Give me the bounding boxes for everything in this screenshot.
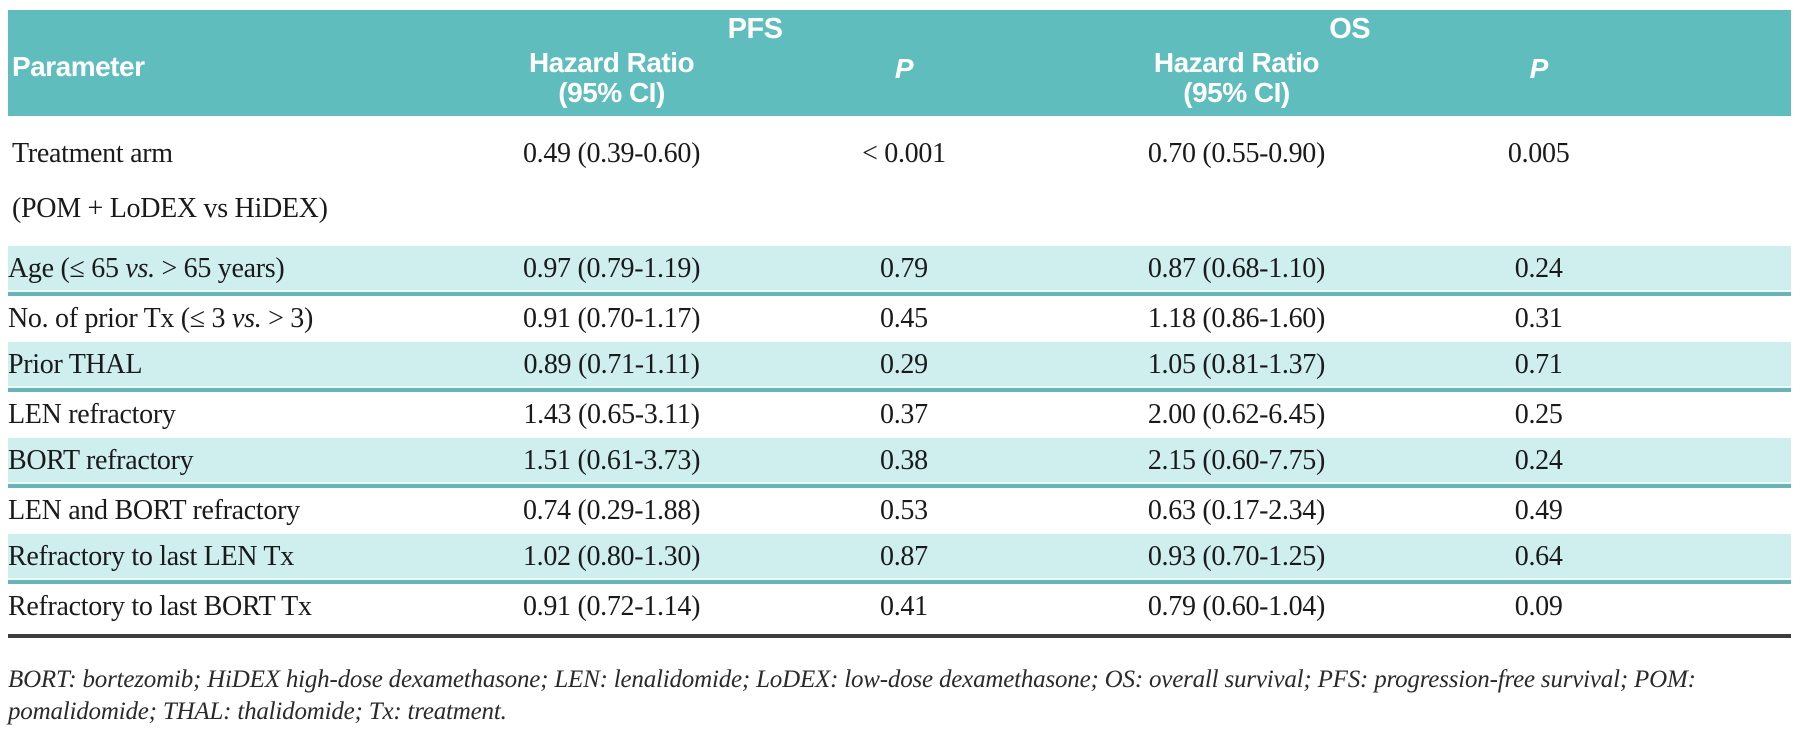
table-row-refractory-last-len: Refractory to last LEN Tx 1.02 (0.80-1.3… <box>8 534 1791 584</box>
os-hazard-ratio-cell: 1.18 (0.86-1.60) <box>1147 303 1326 334</box>
os-hazard-ratio-cell: 0.63 (0.17-2.34) <box>1147 495 1326 526</box>
pfs-hazard-ratio-cell: 0.97 (0.79-1.19) <box>462 246 761 296</box>
os-p-cell: 0.005 <box>1507 138 1570 169</box>
os-hazard-ratio-cell: 0.70 (0.55-0.90) <box>1147 138 1326 169</box>
parameter-cell: LEN and BORT refractory <box>8 495 300 526</box>
pfs-p-cell: 0.38 <box>760 438 1048 488</box>
table-header: PFS OS Parameter Hazard Ratio (95% CI) P … <box>8 10 1791 116</box>
os-p-cell: 0.24 <box>1425 246 1652 296</box>
table-row-prior-thal: Prior THAL 0.89 (0.71-1.11) 0.29 1.05 (0… <box>8 342 1791 392</box>
pfs-hazard-ratio-cell: 0.49 (0.39-0.60) <box>522 138 701 169</box>
parameter-text: > 3) <box>261 303 314 334</box>
pfs-p-cell: 0.53 <box>880 495 928 526</box>
hazard-ratio-label: Hazard Ratio <box>528 47 695 78</box>
header-filler <box>1651 10 1791 48</box>
os-p-cell: 0.24 <box>1425 438 1652 488</box>
column-header-pfs-hazard-ratio: Hazard Ratio (95% CI) <box>462 47 761 116</box>
pfs-hazard-ratio-cell: 0.89 (0.71-1.11) <box>462 342 761 392</box>
os-hazard-ratio-cell: 2.15 (0.60-7.75) <box>1047 438 1426 488</box>
parameter-cell: Refractory to last LEN Tx <box>8 534 463 584</box>
parameter-cell: Treatment arm (POM + LoDEX vs HiDEX) <box>8 116 463 246</box>
table-row-age: Age (≤ 65 vs. > 65 years) 0.97 (0.79-1.1… <box>8 246 1791 296</box>
table-row-refractory-last-bort: Refractory to last BORT Tx 0.91 (0.72-1.… <box>8 582 1791 630</box>
pfs-hazard-ratio-cell: 1.02 (0.80-1.30) <box>462 534 761 584</box>
parameter-cell: LEN refractory <box>8 399 176 430</box>
column-header-os-p: P <box>1425 48 1652 116</box>
os-hazard-ratio-cell: 0.79 (0.60-1.04) <box>1147 591 1326 622</box>
filler-cell <box>1652 390 1791 438</box>
parameter-text: > 65 years) <box>154 253 285 284</box>
pfs-p-cell: 0.37 <box>880 399 928 430</box>
os-hazard-ratio-cell: 0.93 (0.70-1.25) <box>1047 534 1426 584</box>
table-row-prior-tx: No. of prior Tx (≤ 3 vs. > 3) 0.91 (0.70… <box>8 294 1791 342</box>
table-footnote: BORT: bortezomib; HiDEX high-dose dexame… <box>8 666 1696 725</box>
parameter-cell: Prior THAL <box>8 342 463 392</box>
group-header-row: PFS OS <box>8 10 1791 48</box>
ci-label: (95% CI) <box>558 77 665 108</box>
pfs-p-cell: 0.45 <box>880 303 928 334</box>
filler-cell <box>1651 246 1791 296</box>
os-p-cell: 0.31 <box>1514 303 1563 334</box>
filler-cell <box>1652 582 1791 630</box>
os-p-cell: 0.25 <box>1514 399 1563 430</box>
filler-cell <box>1652 486 1791 534</box>
os-hazard-ratio-cell: 2.00 (0.62-6.45) <box>1147 399 1326 430</box>
parameter-text: No. of prior Tx (≤ 3 <box>8 303 232 334</box>
hazard-ratio-table: PFS OS Parameter Hazard Ratio (95% CI) P … <box>8 10 1791 630</box>
hazard-ratio-label: Hazard Ratio <box>1153 47 1320 78</box>
pfs-hazard-ratio-cell: 1.51 (0.61-3.73) <box>462 438 761 488</box>
os-hazard-ratio-cell: 0.87 (0.68-1.10) <box>1047 246 1426 296</box>
column-header-row: Parameter Hazard Ratio (95% CI) P Hazard … <box>8 48 1791 116</box>
os-p-cell: 0.09 <box>1514 591 1563 622</box>
pfs-p-cell: 0.29 <box>760 342 1048 392</box>
pfs-hazard-ratio-cell: 0.91 (0.72-1.14) <box>522 591 701 622</box>
table-row-len-and-bort-refractory: LEN and BORT refractory 0.74 (0.29-1.88)… <box>8 486 1791 534</box>
parameter-cell: Age (≤ 65 vs. > 65 years) <box>8 246 463 296</box>
parameter-cell: No. of prior Tx (≤ 3 vs. > 3) <box>8 294 463 342</box>
os-p-cell: 0.64 <box>1425 534 1652 584</box>
column-header-pfs-p: P <box>760 48 1048 116</box>
parameter-italic-text: vs. <box>125 253 155 284</box>
pfs-p-cell: 0.41 <box>880 591 928 622</box>
parameter-cell: BORT refractory <box>8 438 463 488</box>
header-spacer <box>8 10 463 48</box>
group-header-os: OS <box>1047 10 1652 48</box>
os-p-cell: 0.71 <box>1425 342 1652 392</box>
pfs-hazard-ratio-cell: 1.43 (0.65-3.11) <box>523 399 700 430</box>
pfs-p-cell: < 0.001 <box>862 138 946 169</box>
pfs-hazard-ratio-cell: 0.74 (0.29-1.88) <box>522 495 701 526</box>
table-row-treatment-arm: Treatment arm (POM + LoDEX vs HiDEX) 0.4… <box>8 116 1791 246</box>
filler-cell <box>1651 342 1791 392</box>
filler-cell <box>1651 534 1791 584</box>
parameter-cell: Refractory to last BORT Tx <box>8 591 312 622</box>
column-header-os-hazard-ratio: Hazard Ratio (95% CI) <box>1047 47 1426 116</box>
pfs-hazard-ratio-cell: 0.91 (0.70-1.17) <box>522 303 701 334</box>
os-p-cell: 0.49 <box>1514 495 1563 526</box>
table-row-bort-refractory: BORT refractory 1.51 (0.61-3.73) 0.38 2.… <box>8 438 1791 488</box>
pfs-p-cell: 0.79 <box>760 246 1048 296</box>
filler-cell <box>1652 294 1791 342</box>
filler-cell <box>1652 116 1791 246</box>
pfs-p-cell: 0.87 <box>760 534 1048 584</box>
parameter-line2: (POM + LoDEX vs HiDEX) <box>12 193 328 224</box>
os-hazard-ratio-cell: 1.05 (0.81-1.37) <box>1047 342 1426 392</box>
column-header-parameter: Parameter <box>8 48 463 116</box>
table-body: Treatment arm (POM + LoDEX vs HiDEX) 0.4… <box>8 116 1791 630</box>
group-header-pfs: PFS <box>462 10 1048 48</box>
header-filler <box>1651 48 1791 116</box>
table-bottom-rule <box>8 634 1791 638</box>
table-row-len-refractory: LEN refractory 1.43 (0.65-3.11) 0.37 2.0… <box>8 390 1791 438</box>
filler-cell <box>1651 438 1791 488</box>
parameter-line1: Treatment arm <box>12 138 173 169</box>
parameter-text: Age (≤ 65 <box>8 253 126 284</box>
ci-label: (95% CI) <box>1183 77 1290 108</box>
parameter-italic-text: vs. <box>231 303 262 334</box>
